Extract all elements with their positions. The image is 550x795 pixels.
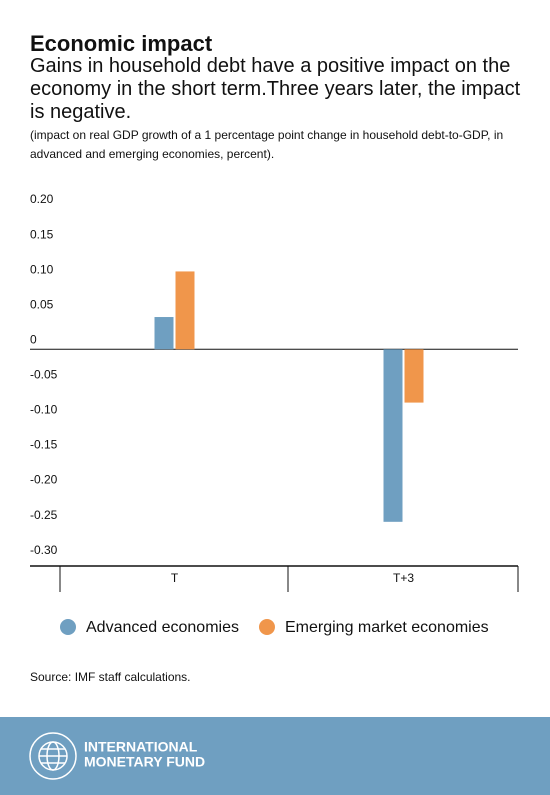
y-tick-label: 0.20 [30, 192, 54, 206]
footer-name: INTERNATIONAL [84, 739, 198, 755]
y-tick-label: -0.10 [30, 403, 58, 417]
chart-subtitle: Gains in household debt have a positive … [30, 55, 521, 123]
legend-label: Emerging market economies [285, 619, 489, 636]
y-tick-label: 0 [30, 332, 37, 346]
y-tick-label: -0.25 [30, 508, 58, 522]
x-tick-label: T [171, 571, 179, 585]
legend-swatch [258, 619, 275, 635]
footer-band [0, 717, 550, 795]
bar [175, 271, 195, 350]
footer-name: MONETARY FUND [84, 754, 205, 770]
y-tick-label: 0.10 [30, 262, 54, 276]
y-tick-label: -0.20 [30, 473, 58, 487]
y-tick-label: -0.05 [30, 368, 58, 382]
legend-swatch [60, 619, 76, 635]
chart-note: (impact on real GDP growth of a 1 percen… [30, 128, 504, 161]
y-tick-label: 0.05 [30, 297, 54, 311]
source: Source: IMF staff calculations. [30, 670, 191, 684]
chart-title: Economic impact [30, 31, 213, 56]
bar [154, 317, 174, 350]
bar [383, 349, 403, 522]
x-tick-label: T+3 [393, 571, 414, 585]
legend-label: Advanced economies [86, 619, 239, 636]
imf-logo [29, 732, 77, 780]
y-tick-label: -0.30 [30, 543, 58, 557]
y-tick-label: -0.15 [30, 438, 58, 452]
bar [404, 349, 424, 403]
y-tick-label: 0.15 [30, 227, 54, 241]
